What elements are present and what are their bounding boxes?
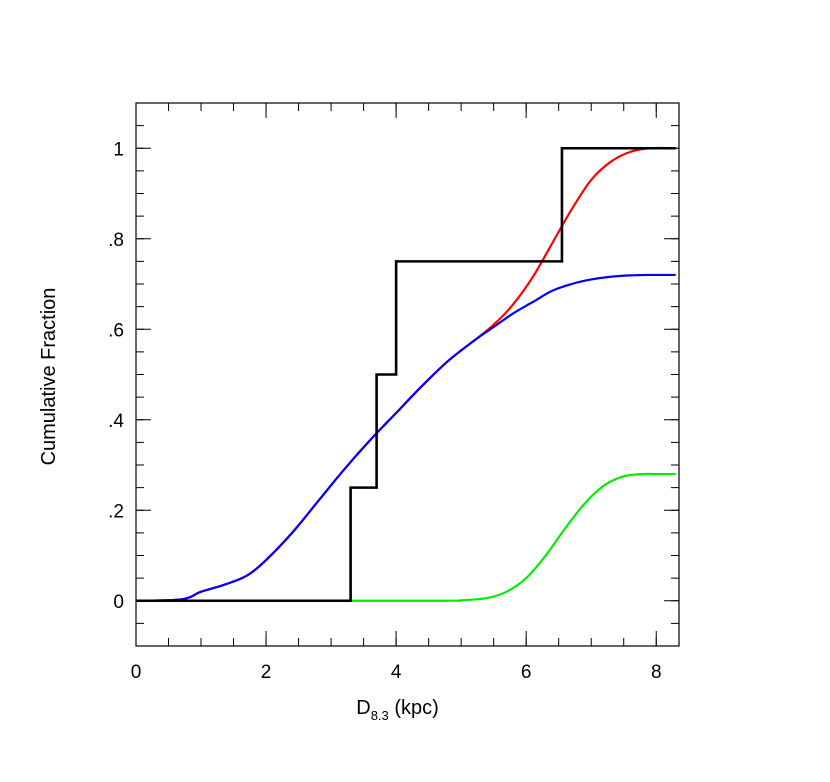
y-tick-label: .2 bbox=[108, 501, 124, 522]
x-tick-label: 0 bbox=[131, 662, 142, 683]
series-line-4 bbox=[136, 146, 676, 603]
x-tick-label: 2 bbox=[261, 662, 272, 683]
series-line-2 bbox=[135, 273, 676, 602]
y-tick-labels: 0 .2 .4 .6 .8 1 bbox=[108, 139, 124, 613]
x-tick-label: 4 bbox=[391, 662, 402, 683]
series-line-3 bbox=[135, 472, 676, 602]
x-tick-labels: 0 2 4 6 8 bbox=[131, 662, 662, 683]
y-tick-label: .4 bbox=[108, 411, 124, 432]
x-tick-label: 6 bbox=[521, 662, 532, 683]
y-axis-label: Cumulative Fraction bbox=[38, 288, 60, 466]
y-tick-label: .6 bbox=[108, 320, 124, 341]
x-axis-label-unit: (kpc) bbox=[389, 697, 439, 719]
x-tick-label: 8 bbox=[651, 662, 662, 683]
y-tick-label: 0 bbox=[113, 592, 124, 613]
plot-frame bbox=[135, 102, 680, 647]
series-layer bbox=[135, 146, 676, 603]
x-axis-label: D8.3 (kpc) bbox=[356, 697, 439, 723]
x-axis-label-subscript: 8.3 bbox=[371, 708, 389, 723]
y-tick-label: .8 bbox=[108, 230, 124, 251]
x-axis-label-main: D bbox=[356, 697, 370, 719]
y-tick-label: 1 bbox=[113, 139, 124, 160]
